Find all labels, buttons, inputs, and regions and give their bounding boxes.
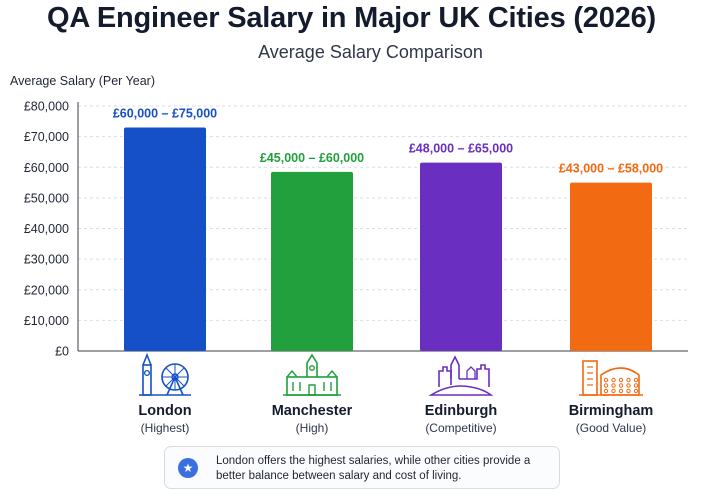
y-tick-label: £20,000 bbox=[24, 283, 69, 297]
y-tick-label: £50,000 bbox=[24, 191, 69, 205]
x-category-sublabel: (High) bbox=[296, 421, 329, 435]
bar-edinburgh bbox=[420, 162, 502, 351]
note-text: London offers the highest salaries, whil… bbox=[216, 455, 531, 482]
y-tick-label: £30,000 bbox=[24, 253, 69, 267]
bar-birmingham bbox=[570, 182, 652, 351]
x-category-sublabel: (Competitive) bbox=[425, 421, 496, 435]
chart-subtitle: Average Salary Comparison bbox=[258, 42, 483, 62]
y-tick-label: £0 bbox=[55, 345, 69, 359]
x-category-label: London bbox=[138, 403, 191, 419]
bar-data-label: £45,000 – £60,000 bbox=[260, 151, 364, 165]
star-icon: ★ bbox=[178, 458, 198, 478]
bar-london bbox=[124, 127, 206, 351]
chart-title: QA Engineer Salary in Major UK Cities (2… bbox=[47, 2, 656, 34]
y-tick-label: £10,000 bbox=[24, 314, 69, 328]
manchester-town-hall-icon bbox=[283, 353, 341, 396]
y-tick-label: £60,000 bbox=[24, 161, 69, 175]
x-category-label: Birmingham bbox=[569, 403, 654, 419]
info-note: ★ London offers the highest salaries, wh… bbox=[164, 446, 560, 489]
bar-chart: £0 £10,000 £20,000 £30,000 £40,000 £50,000 £60… bbox=[24, 100, 688, 435]
y-tick-label: £80,000 bbox=[24, 100, 69, 114]
y-tick-label: £40,000 bbox=[24, 222, 69, 236]
bar-data-label: £43,000 – £58,000 bbox=[559, 162, 663, 176]
x-category-sublabel: (Highest) bbox=[141, 421, 190, 435]
bar-data-label: £60,000 – £75,000 bbox=[113, 106, 217, 120]
y-tick-label: £70,000 bbox=[24, 130, 69, 144]
x-category-sublabel: (Good Value) bbox=[576, 421, 646, 435]
bar-manchester bbox=[271, 171, 353, 351]
bar-data-label: £48,000 – £65,000 bbox=[409, 142, 513, 156]
birmingham-bullring-icon bbox=[579, 360, 643, 396]
x-category-label: Edinburgh bbox=[425, 403, 498, 419]
x-category-label: Manchester bbox=[272, 403, 353, 419]
london-eye-big-ben-icon bbox=[139, 352, 191, 396]
y-axis-label: Average Salary (Per Year) bbox=[10, 74, 155, 88]
edinburgh-castle-icon bbox=[428, 355, 494, 396]
